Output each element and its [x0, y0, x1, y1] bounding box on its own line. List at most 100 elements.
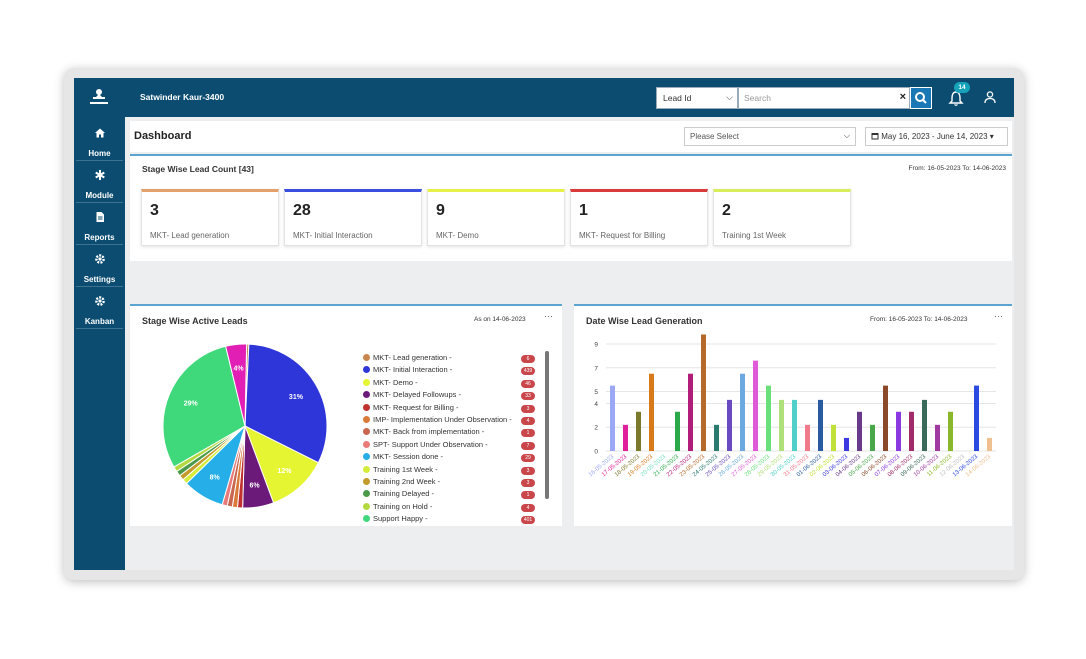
bar[interactable]	[610, 385, 615, 451]
bar-chart: 02457916-05-202317-05-202318-05-202319-0…	[588, 334, 996, 478]
stage-box[interactable]: 3 MKT- Lead generation	[141, 189, 279, 246]
bar[interactable]	[701, 334, 706, 451]
sidebar-item-reports[interactable]: Reports	[76, 205, 123, 245]
legend-item[interactable]: MKT- Demo -	[363, 378, 418, 390]
lead-type-select[interactable]: Lead Id ⌵	[656, 87, 738, 109]
sidebar-item-home[interactable]: Home	[76, 121, 123, 161]
pie-slice[interactable]	[162, 345, 246, 468]
legend-item[interactable]: SPT- Support Under Observation -	[363, 440, 488, 452]
bar[interactable]	[675, 411, 680, 451]
pie-slice[interactable]	[225, 343, 248, 427]
bar[interactable]	[649, 373, 654, 451]
legend-item[interactable]: MKT- Delayed Followups -	[363, 390, 461, 402]
bar[interactable]	[623, 424, 628, 451]
notification-count-badge: 14	[954, 82, 970, 93]
bar[interactable]	[987, 437, 992, 451]
filter-select[interactable]: Please Select ⌵	[684, 127, 856, 146]
legend-label: Training on Hold -	[373, 501, 433, 511]
bar[interactable]	[922, 399, 927, 451]
more-options-icon[interactable]: ···	[994, 311, 1003, 321]
active-leads-card: Stage Wise Active Leads As on 14-06-2023…	[130, 304, 562, 526]
legend-count-badge: 1	[521, 491, 535, 500]
chevron-down-icon: ⌵	[843, 131, 850, 140]
stage-count-value: 9	[436, 202, 445, 219]
bar[interactable]	[636, 411, 641, 451]
bar[interactable]	[818, 399, 823, 451]
legend-scrollbar[interactable]	[545, 351, 549, 499]
legend-item[interactable]: MKT- Request for Billing -	[363, 403, 458, 415]
stage-label: MKT- Demo	[436, 231, 479, 240]
legend-item[interactable]: Training on Hold -	[363, 502, 432, 514]
legend-label: MKT- Lead generation -	[373, 353, 452, 362]
search-input[interactable]: Search ×	[738, 87, 910, 109]
y-tick-label: 2	[594, 425, 598, 432]
legend-item[interactable]: MKT- Initial Interaction -	[363, 365, 452, 377]
stage-box[interactable]: 2 Training 1st Week	[713, 189, 851, 246]
active-leads-title: Stage Wise Active Leads	[142, 316, 248, 326]
legend-label: MKT- Initial Interaction -	[373, 365, 453, 375]
bar[interactable]	[753, 360, 758, 451]
legend-item[interactable]: Training Delayed -	[363, 489, 434, 501]
legend-count-badge: 4	[521, 503, 535, 512]
legend-item[interactable]: IMP- Implementation Under Observation -	[363, 415, 512, 427]
legend-item[interactable]: MKT- Back from implementation -	[363, 427, 484, 439]
bar[interactable]	[857, 411, 862, 451]
stage-count-value: 1	[579, 202, 588, 219]
bar[interactable]	[688, 373, 693, 451]
calendar-icon	[871, 133, 879, 140]
bar[interactable]	[766, 385, 771, 451]
top-bar: Satwinder Kaur-3400 Lead Id ⌵ Search × 1…	[74, 78, 1014, 117]
stage-label: Training 1st Week	[722, 231, 787, 240]
bar[interactable]	[974, 385, 979, 451]
stage-box[interactable]: 9 MKT- Demo	[427, 189, 565, 246]
date-wise-title: Date Wise Lead Generation	[586, 316, 703, 326]
logo-icon[interactable]	[88, 87, 110, 109]
legend-swatch	[363, 515, 370, 523]
stage-box[interactable]: 28 MKT- Initial Interaction	[284, 189, 422, 246]
legend-item[interactable]: Training 2nd Week -	[363, 477, 440, 489]
bar[interactable]	[935, 424, 940, 451]
more-options-icon[interactable]: ···	[544, 311, 553, 321]
bar[interactable]	[727, 399, 732, 451]
legend-swatch	[363, 354, 370, 361]
bar[interactable]	[909, 411, 914, 451]
bar[interactable]	[740, 373, 745, 451]
pie-slice[interactable]	[244, 424, 320, 504]
bar[interactable]	[844, 437, 849, 451]
bar[interactable]	[779, 399, 784, 451]
pie-slice-label: 12%	[277, 468, 292, 475]
bar[interactable]	[805, 424, 810, 451]
pie-slice[interactable]	[244, 343, 328, 464]
date-range-value: May 16, 2023 - June 14, 2023	[881, 132, 988, 141]
pie-chart: 31% 12% 6% 8% 29% 4%	[162, 343, 328, 509]
sidebar-item-settings[interactable]: Settings	[76, 247, 123, 287]
stage-label: MKT- Lead generation	[150, 231, 230, 240]
bar[interactable]	[792, 399, 797, 451]
bar[interactable]	[831, 424, 836, 451]
legend-item[interactable]: MKT- Session done -	[363, 452, 443, 464]
bar[interactable]	[896, 411, 901, 451]
legend-item[interactable]: Support Happy -	[363, 514, 428, 526]
user-icon[interactable]	[983, 90, 997, 104]
legend-item[interactable]: Training 1st Week -	[363, 465, 438, 477]
bar[interactable]	[870, 424, 875, 451]
legend-label: Training Delayed -	[373, 489, 434, 499]
clear-icon[interactable]: ×	[899, 91, 906, 103]
legend-label: Training 2nd Week -	[373, 477, 441, 486]
bar[interactable]	[883, 385, 888, 451]
sidebar-item-kanban[interactable]: Kanban	[76, 289, 123, 329]
bar[interactable]	[948, 411, 953, 451]
legend-item[interactable]: MKT- Lead generation -	[363, 353, 452, 365]
legend-swatch	[363, 502, 370, 510]
bar[interactable]	[714, 424, 719, 451]
stage-count-range: From: 16-05-2023 To: 14-06-2023	[908, 165, 1006, 172]
date-range-picker[interactable]: May 16, 2023 - June 14, 2023 ▾	[865, 127, 1008, 146]
sidebar-item-module[interactable]: Module	[76, 163, 123, 203]
filter-placeholder: Please Select	[690, 132, 739, 141]
stage-count-value: 2	[722, 202, 731, 219]
search-button[interactable]	[910, 87, 932, 109]
legend-swatch	[363, 391, 370, 399]
stage-box[interactable]: 1 MKT- Request for Billing	[570, 189, 708, 246]
page-title: Dashboard	[134, 130, 192, 142]
bell-icon[interactable]	[948, 89, 964, 107]
